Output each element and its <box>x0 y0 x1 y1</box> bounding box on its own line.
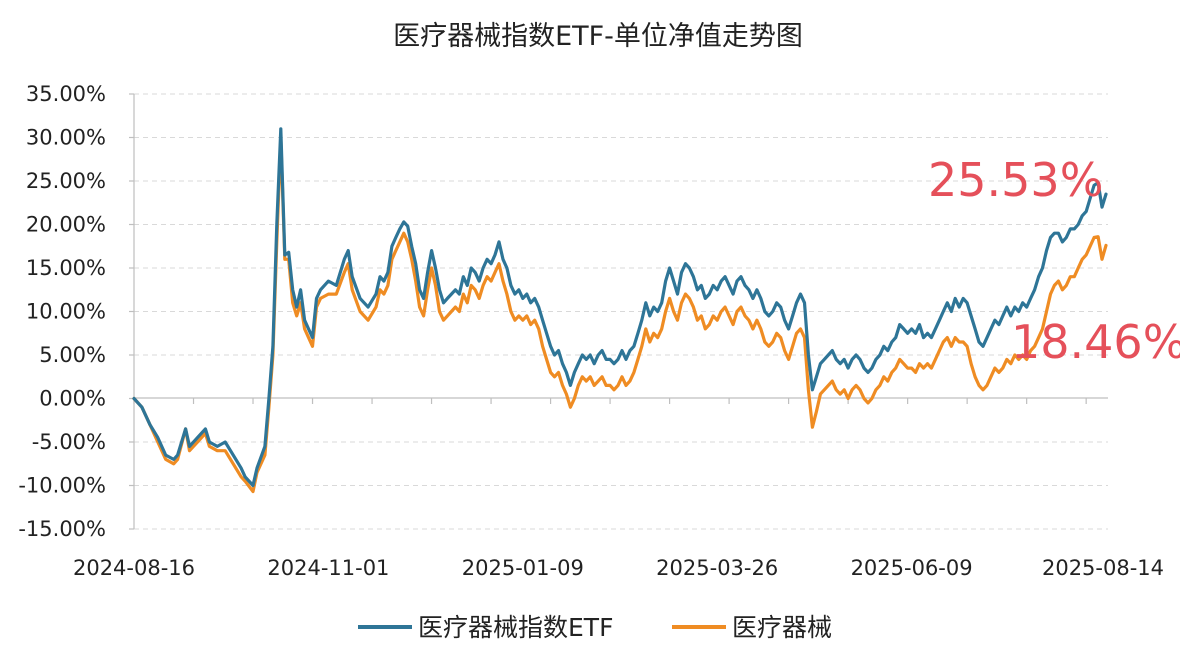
x-tick-label: 2025-01-09 <box>462 556 584 580</box>
y-tick-label: 30.00% <box>26 126 106 150</box>
x-tick-label: 2024-11-01 <box>267 556 389 580</box>
chart-title: 医疗器械指数ETF-单位净值走势图 <box>393 21 803 52</box>
y-tick-label: 15.00% <box>26 256 106 280</box>
annotation-index-return: 18.46% <box>1011 315 1180 369</box>
y-tick-label: -15.00% <box>18 517 106 541</box>
series-line-etf[interactable] <box>132 127 1108 488</box>
x-tick-label: 2024-08-16 <box>73 556 195 580</box>
y-tick-label: 5.00% <box>39 343 106 367</box>
x-tick-label: 2025-08-14 <box>1042 556 1164 580</box>
legend-label-etf: 医疗器械指数ETF <box>418 613 613 642</box>
legend: 医疗器械指数ETF 医疗器械 <box>358 613 832 642</box>
series-lines <box>132 127 1108 494</box>
y-axis-ticks: -15.00% -10.00% -5.00% 0.00% 5.00% 10.00% 15.0… <box>18 82 134 541</box>
x-tick-label: 2025-03-26 <box>656 556 778 580</box>
y-tick-label: -5.00% <box>32 430 106 454</box>
y-tick-label: 35.00% <box>26 82 106 106</box>
grid-lines <box>134 93 1108 530</box>
legend-label-index: 医疗器械 <box>732 613 832 642</box>
y-tick-label: 10.00% <box>26 300 106 324</box>
y-tick-label: 0.00% <box>39 387 106 411</box>
annotation-etf-return: 25.53% <box>928 153 1103 207</box>
legend-item-index[interactable]: 医疗器械 <box>672 613 832 642</box>
y-tick-label: -10.00% <box>18 474 106 498</box>
legend-item-etf[interactable]: 医疗器械指数ETF <box>358 613 613 642</box>
x-axis-ticks: 2024-08-16 2024-11-01 2025-01-09 2025-03-26… <box>73 398 1164 580</box>
series-line-index[interactable] <box>132 135 1108 494</box>
y-tick-label: 20.00% <box>26 213 106 237</box>
y-tick-label: 25.00% <box>26 169 106 193</box>
x-tick-label: 2025-06-09 <box>851 556 973 580</box>
